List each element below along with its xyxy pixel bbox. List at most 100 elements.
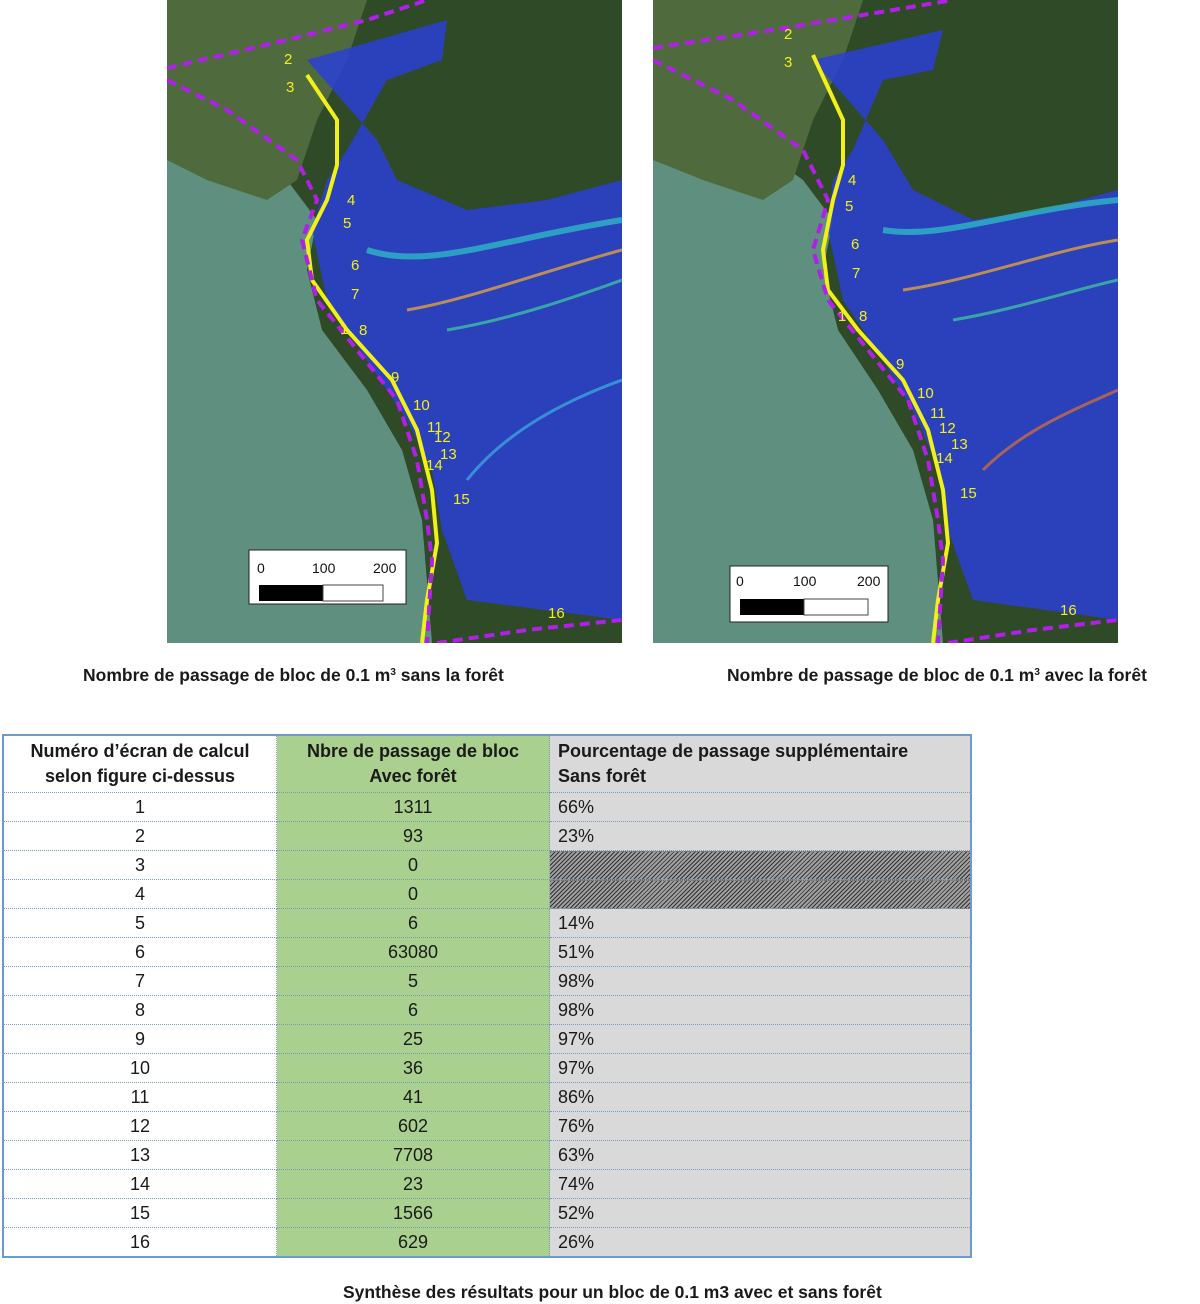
cell-percent-without-forest: 26% [549,1227,971,1258]
header-3-line-1: Pourcentage de passage supplémentaire [558,741,909,761]
header-screen-number: Numéro d’écran de calcul selon figure ci… [3,735,277,793]
caption-left-text: Nombre de passage de bloc de 0.1 m [83,665,391,685]
header-count-with-forest: Nbre de passage de bloc Avec forêt [276,735,550,793]
caption-right-suffix: avec la forêt [1039,665,1147,685]
site-number-right-14: 14 [936,450,953,467]
table-row: 11 41 86% [3,1082,971,1112]
site-number-right-13: 13 [951,436,968,453]
site-number-right-8: 8 [859,308,868,325]
map-without-forest [167,0,622,643]
caption-left-suffix: sans la forêt [395,665,504,685]
site-number-left-12: 12 [434,429,451,446]
site-number-left-13: 13 [440,446,457,463]
site-number-right-1: 1 [838,308,847,325]
site-number-right-16: 16 [1060,602,1077,619]
caption-right-text: Nombre de passage de bloc de 0.1 m [727,665,1035,685]
cell-count-with-forest: 23 [276,1169,550,1199]
map-with-forest [653,0,1118,643]
cell-screen-number: 3 [3,850,277,880]
cell-count-with-forest: 6 [276,995,550,1025]
header-2-line-1: Nbre de passage de bloc [306,741,520,761]
site-number-right-15: 15 [960,485,977,502]
site-number-right-7: 7 [852,265,861,282]
cell-percent-without-forest: 66% [549,792,971,822]
results-table: Numéro d’écran de calcul selon figure ci… [2,734,972,1258]
cell-percent-without-forest: 86% [549,1082,971,1112]
cell-percent-without-forest: 76% [549,1111,971,1141]
site-number-right-12: 12 [939,420,956,437]
site-number-left-10: 10 [413,397,430,414]
cell-count-with-forest: 6 [276,908,550,938]
site-number-right-10: 10 [917,385,934,402]
cell-screen-number: 2 [3,821,277,851]
site-number-right-5: 5 [845,198,854,215]
header-1-line-2: selon figure ci-dessus [44,766,236,786]
cell-count-with-forest: 7708 [276,1140,550,1170]
cell-count-with-forest: 0 [276,850,550,880]
cell-count-with-forest: 0 [276,879,550,909]
cell-screen-number: 11 [3,1082,277,1112]
site-number-right-11: 11 [930,405,946,422]
cell-screen-number: 8 [3,995,277,1025]
caption-with-forest: Nombre de passage de bloc de 0.1 m3 avec… [727,665,1147,686]
table-row: 6 63080 51% [3,937,971,967]
site-number-right-2: 2 [784,26,793,43]
scale-label-left: 0 [257,560,265,576]
scale-label-right: 200 [857,573,881,589]
site-number-right-9: 9 [896,356,905,373]
cell-count-with-forest: 1566 [276,1198,550,1228]
site-number-left-2: 2 [284,51,293,68]
table-row: 1 1311 66% [3,792,971,822]
table-header-row: Numéro d’écran de calcul selon figure ci… [3,735,971,793]
site-number-right-3: 3 [784,54,793,71]
table-row: 2 93 23% [3,821,971,851]
cell-count-with-forest: 5 [276,966,550,996]
cell-screen-number: 12 [3,1111,277,1141]
map-with-forest-image [653,0,1118,643]
cell-screen-number: 13 [3,1140,277,1170]
header-3-line-2: Sans forêt [558,766,647,786]
site-number-left-8: 8 [359,322,368,339]
table-row: 7 5 98% [3,966,971,996]
table-row: 14 23 74% [3,1169,971,1199]
table-row: 8 6 98% [3,995,971,1025]
cell-count-with-forest: 63080 [276,937,550,967]
site-number-left-15: 15 [453,491,470,508]
cell-screen-number: 16 [3,1227,277,1258]
scale-label-left: 200 [373,560,397,576]
cell-percent-without-forest: 14% [549,908,971,938]
site-number-left-1: 1 [340,321,349,338]
cell-percent-without-forest [549,879,971,909]
table-row: 15 1566 52% [3,1198,971,1228]
cell-screen-number: 4 [3,879,277,909]
site-number-left-9: 9 [391,369,400,386]
caption-without-forest: Nombre de passage de bloc de 0.1 m3 sans… [83,665,504,686]
cell-percent-without-forest: 97% [549,1053,971,1083]
cell-screen-number: 7 [3,966,277,996]
table-row: 16 629 26% [3,1227,971,1258]
header-1-line-1: Numéro d’écran de calcul [30,741,250,761]
cell-percent-without-forest: 63% [549,1140,971,1170]
caption-right-sup: 3 [1034,667,1040,678]
table-row: 9 25 97% [3,1024,971,1054]
site-number-left-3: 3 [286,79,295,96]
site-number-left-7: 7 [351,286,360,303]
header-2-line-2: Avec forêt [369,766,457,786]
site-number-left-4: 4 [347,192,356,209]
cell-screen-number: 5 [3,908,277,938]
site-number-left-6: 6 [351,257,360,274]
cell-screen-number: 10 [3,1053,277,1083]
table-caption: Synthèse des résultats pour un bloc de 0… [343,1282,882,1302]
cell-count-with-forest: 93 [276,821,550,851]
cell-count-with-forest: 1311 [276,792,550,822]
site-number-right-4: 4 [848,172,857,189]
site-number-left-5: 5 [343,215,352,232]
cell-screen-number: 6 [3,937,277,967]
cell-screen-number: 1 [3,792,277,822]
table-row: 12 602 76% [3,1111,971,1141]
scale-label-right: 0 [736,573,744,589]
cell-percent-without-forest: 98% [549,966,971,996]
site-number-left-16: 16 [548,605,565,622]
map-without-forest-image [167,0,622,643]
